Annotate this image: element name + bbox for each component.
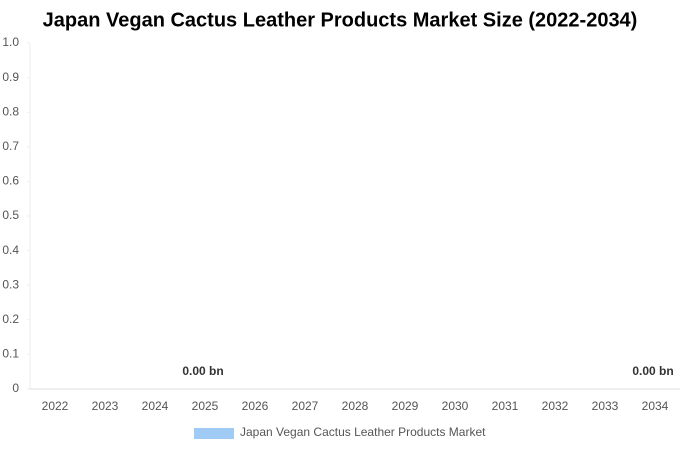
y-tick-label: 0.4: [2, 243, 19, 257]
y-tick-label: 0.7: [2, 139, 19, 153]
legend-label: Japan Vegan Cactus Leather Products Mark…: [240, 425, 486, 439]
x-tick-label: 2022: [42, 399, 69, 413]
y-tick-label: 0: [12, 381, 19, 395]
value-label: 0.00 bn: [632, 364, 673, 378]
x-tick-label: 2026: [242, 399, 269, 413]
chart-title: Japan Vegan Cactus Leather Products Mark…: [43, 9, 638, 31]
x-tick-label: 2031: [492, 399, 519, 413]
x-tick-label: 2025: [192, 399, 219, 413]
x-tick-label: 2029: [392, 399, 419, 413]
y-tick-label: 0.3: [2, 277, 19, 291]
x-tick-label: 2034: [642, 399, 669, 413]
y-tick-label: 0.5: [2, 208, 19, 222]
x-tick-label: 2032: [542, 399, 569, 413]
x-tick-label: 2024: [142, 399, 169, 413]
x-tick-label: 2028: [342, 399, 369, 413]
legend-swatch: [194, 428, 234, 439]
y-tick-label: 0.6: [2, 174, 19, 188]
x-tick-label: 2023: [92, 399, 119, 413]
x-tick-label: 2027: [292, 399, 319, 413]
y-tick-label: 1.0: [2, 35, 19, 49]
y-tick-label: 0.9: [2, 70, 19, 84]
value-label: 0.00 bn: [182, 364, 223, 378]
y-tick-label: 0.1: [2, 347, 19, 361]
x-tick-label: 2030: [442, 399, 469, 413]
x-tick-label: 2033: [592, 399, 619, 413]
y-tick-label: 0.2: [2, 312, 19, 326]
y-tick-label: 0.8: [2, 104, 19, 118]
